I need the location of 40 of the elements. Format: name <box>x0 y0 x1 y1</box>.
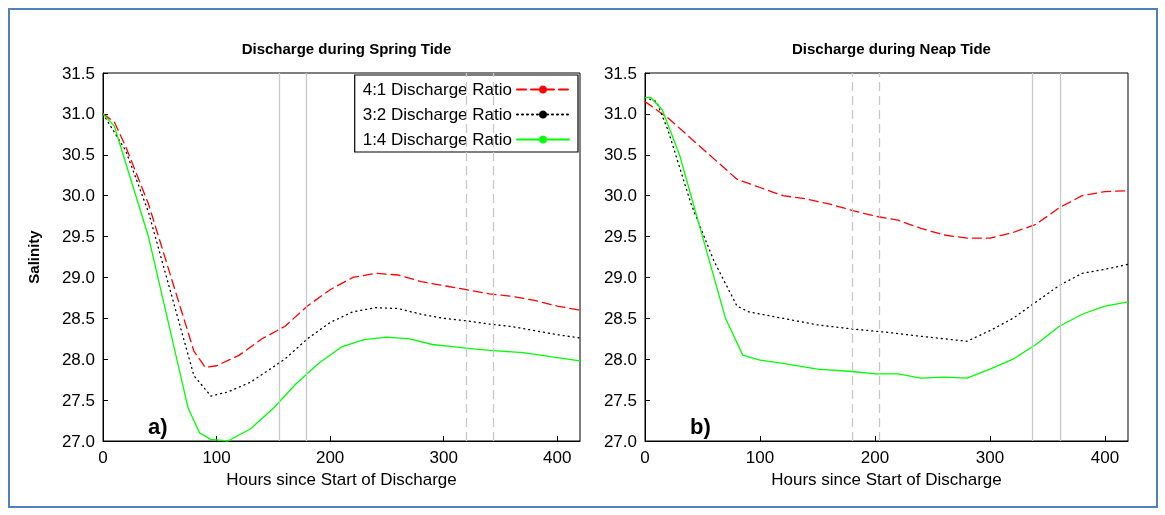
x-tick-label: 300 <box>975 448 1005 467</box>
x-tick-label: 0 <box>640 448 650 467</box>
y-tick-label: 31.0 <box>61 104 95 124</box>
legend-label: 3:2 Discharge Ratio <box>362 105 512 124</box>
y-tick-label: 27.5 <box>61 390 95 410</box>
y-tick-label: 31.5 <box>603 63 637 83</box>
x-tick-label: 400 <box>1090 448 1120 467</box>
x-tick-label: 400 <box>543 448 572 467</box>
y-tick-label: 29.0 <box>61 267 95 287</box>
y-tick-label: 29.0 <box>603 267 637 287</box>
y-tick-label: 27.0 <box>61 431 95 451</box>
y-tick-label: 30.5 <box>61 145 95 165</box>
annotation: b) <box>690 413 711 439</box>
y-tick-label: 29.5 <box>61 227 95 247</box>
y-tick-label: 28.5 <box>603 308 637 328</box>
y-tick-label: 30.0 <box>61 186 95 206</box>
y-tick-label: 28.0 <box>61 349 95 369</box>
chart-title: Discharge during Neap Tide <box>792 40 991 57</box>
x-axis-title: Hours since Start of Discharge <box>771 470 1002 489</box>
x-tick-label: 200 <box>315 448 345 467</box>
x-tick-label: 100 <box>745 448 775 467</box>
y-tick-label: 30.5 <box>603 145 637 165</box>
y-tick-label: 29.5 <box>603 227 637 247</box>
y-tick-label: 27.0 <box>603 431 637 451</box>
y-tick-label: 31.0 <box>603 104 637 124</box>
legend-label: 1:4 Discharge Ratio <box>362 130 512 149</box>
annotation: a) <box>148 413 168 439</box>
x-tick-label: 200 <box>860 448 890 467</box>
chart-title: Discharge during Spring Tide <box>241 40 452 57</box>
y-tick-label: 27.5 <box>603 390 637 410</box>
y-tick-label: 31.5 <box>61 63 95 83</box>
x-tick-label: 300 <box>429 448 458 467</box>
x-axis-title: Hours since Start of Discharge <box>226 470 457 489</box>
y-tick-label: 28.5 <box>61 308 95 328</box>
y-tick-label: 30.0 <box>603 186 637 206</box>
y-axis-title: Salinity <box>25 229 42 284</box>
x-tick-label: 100 <box>202 448 231 467</box>
legend-label: 4:1 Discharge Ratio <box>362 80 512 99</box>
x-tick-label: 0 <box>98 448 108 467</box>
y-tick-label: 28.0 <box>603 349 637 369</box>
